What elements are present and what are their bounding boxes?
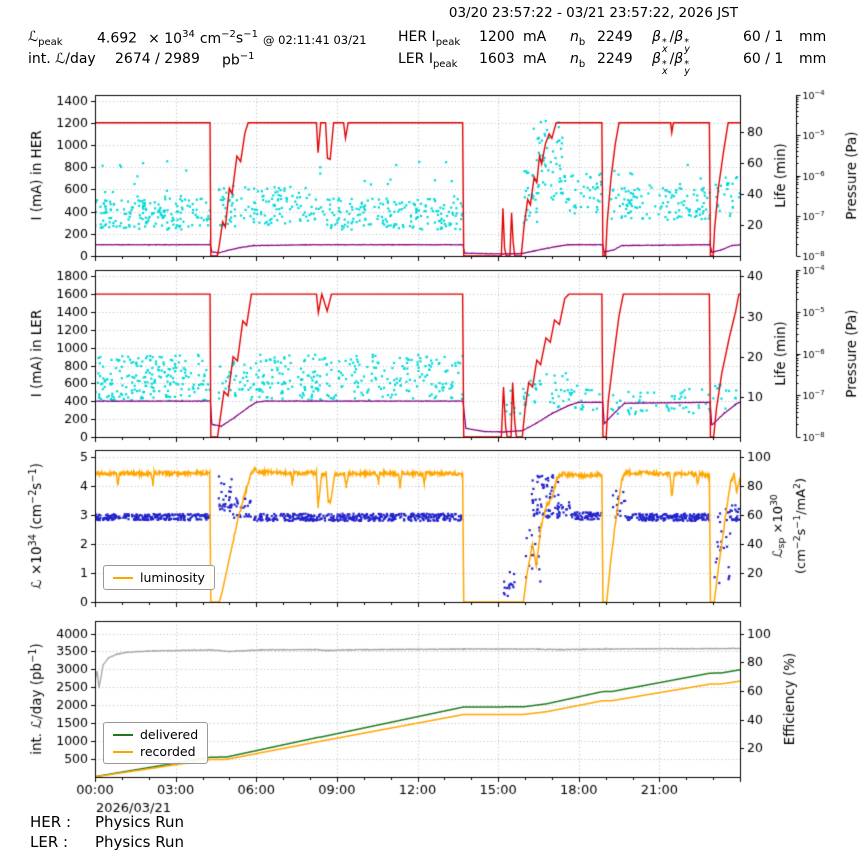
beta-symbol2: β — [674, 29, 684, 45]
her-nb-symbol: n — [570, 29, 579, 45]
lpeak-label: ℒpeak — [28, 29, 63, 48]
ler-nb-label: nb — [570, 51, 585, 70]
beta-star2: * — [684, 37, 689, 48]
lpeak-exp: 34 — [182, 29, 195, 40]
legend-luminosity-label: luminosity — [140, 570, 205, 585]
beta-symbol4: β — [674, 51, 684, 67]
her-ipeak-value: 1200 — [479, 29, 515, 45]
ler-beta-value: 60 / 1 — [743, 51, 784, 67]
beta-y: y — [684, 43, 690, 55]
lpeak-unit1: cm — [199, 30, 222, 47]
beta-x: x — [661, 43, 668, 55]
ler-ipeak-sub: peak — [432, 58, 458, 70]
legend-recorded-label: recorded — [140, 744, 196, 759]
beta-y-supsub: * y — [684, 37, 690, 55]
her-ipeak-unit: mA — [523, 29, 547, 45]
beta-y2: y — [684, 65, 690, 77]
recorded-line-swatch — [113, 751, 133, 753]
her-nb-sub: b — [578, 36, 586, 48]
ler-beta-unit: mm — [799, 51, 827, 67]
legend-integrated: delivered recorded — [103, 722, 209, 764]
her-ipeak-sub: peak — [435, 36, 461, 48]
lpeak-unit2-exp: −1 — [243, 29, 258, 40]
legend-delivered-row: delivered — [113, 726, 198, 743]
lpeak-symbol-sub: peak — [38, 36, 63, 48]
lpeak-unit2: s — [235, 30, 244, 47]
beta-star3: * — [661, 59, 667, 70]
ler-beta-label: β * x/β * y — [652, 51, 692, 76]
beta-y-supsub2: * y — [684, 59, 690, 77]
ler-ipeak-text: LER I — [398, 51, 433, 67]
beta-slash2: / — [669, 51, 675, 67]
ler-run-value: Physics Run — [95, 833, 185, 851]
intl-unit-exp: −1 — [239, 51, 255, 62]
legend-luminosity: luminosity — [103, 565, 215, 590]
intl-unit-base: pb — [222, 52, 240, 69]
lpeak-timestamp: @ 02:11:41 03/21 — [263, 33, 367, 47]
ler-nb-sub: b — [578, 58, 586, 70]
her-run-value: Physics Run — [95, 813, 185, 831]
her-nb-label: nb — [570, 29, 585, 48]
header-date-range: 03/20 23:57:22 - 03/21 23:57:22, 2026 JS… — [448, 5, 738, 21]
lpeak-value: 4.692 — [97, 30, 138, 47]
luminosity-line-swatch — [113, 577, 133, 579]
lpeak-symbol: ℒ — [28, 29, 39, 45]
lpeak-value-group: 4.692 × 1034 cm−2s−1 — [97, 29, 258, 47]
beta-star: * — [661, 37, 667, 48]
ler-ipeak-unit: mA — [523, 51, 547, 67]
intl-value: 2674 / 2989 — [115, 51, 200, 67]
beta-symbol3: β — [652, 51, 661, 67]
her-beta-unit: mm — [799, 29, 827, 45]
beta-x-supsub2: * x — [661, 59, 668, 77]
delivered-line-swatch — [113, 734, 133, 736]
beta-x2: x — [661, 65, 668, 77]
ler-nb-symbol: n — [570, 51, 579, 67]
beta-star4: * — [684, 59, 689, 70]
beta-x-supsub: * x — [661, 37, 668, 55]
intl-label: int. ℒ/day — [28, 51, 96, 67]
lpeak-unit1-exp: −2 — [221, 29, 236, 40]
lpeak-times: × 10 — [148, 30, 183, 47]
ler-ipeak-label: LER Ipeak — [398, 51, 457, 70]
legend-recorded-row: recorded — [113, 743, 198, 760]
her-ipeak-label: HER Ipeak — [398, 29, 460, 48]
her-beta-value: 60 / 1 — [743, 29, 784, 45]
ler-nb-value: 2249 — [597, 51, 633, 67]
ler-run-label: LER : — [30, 833, 69, 851]
her-ipeak-text: HER I — [398, 29, 436, 45]
beta-slash: / — [669, 29, 675, 45]
her-run-label: HER : — [30, 813, 72, 831]
her-beta-label: β * x/β * y — [652, 29, 692, 54]
beta-symbol: β — [652, 29, 661, 45]
intl-unit: pb−1 — [222, 51, 255, 69]
her-nb-value: 2249 — [597, 29, 633, 45]
ler-ipeak-value: 1603 — [479, 51, 515, 67]
legend-delivered-label: delivered — [140, 727, 199, 742]
